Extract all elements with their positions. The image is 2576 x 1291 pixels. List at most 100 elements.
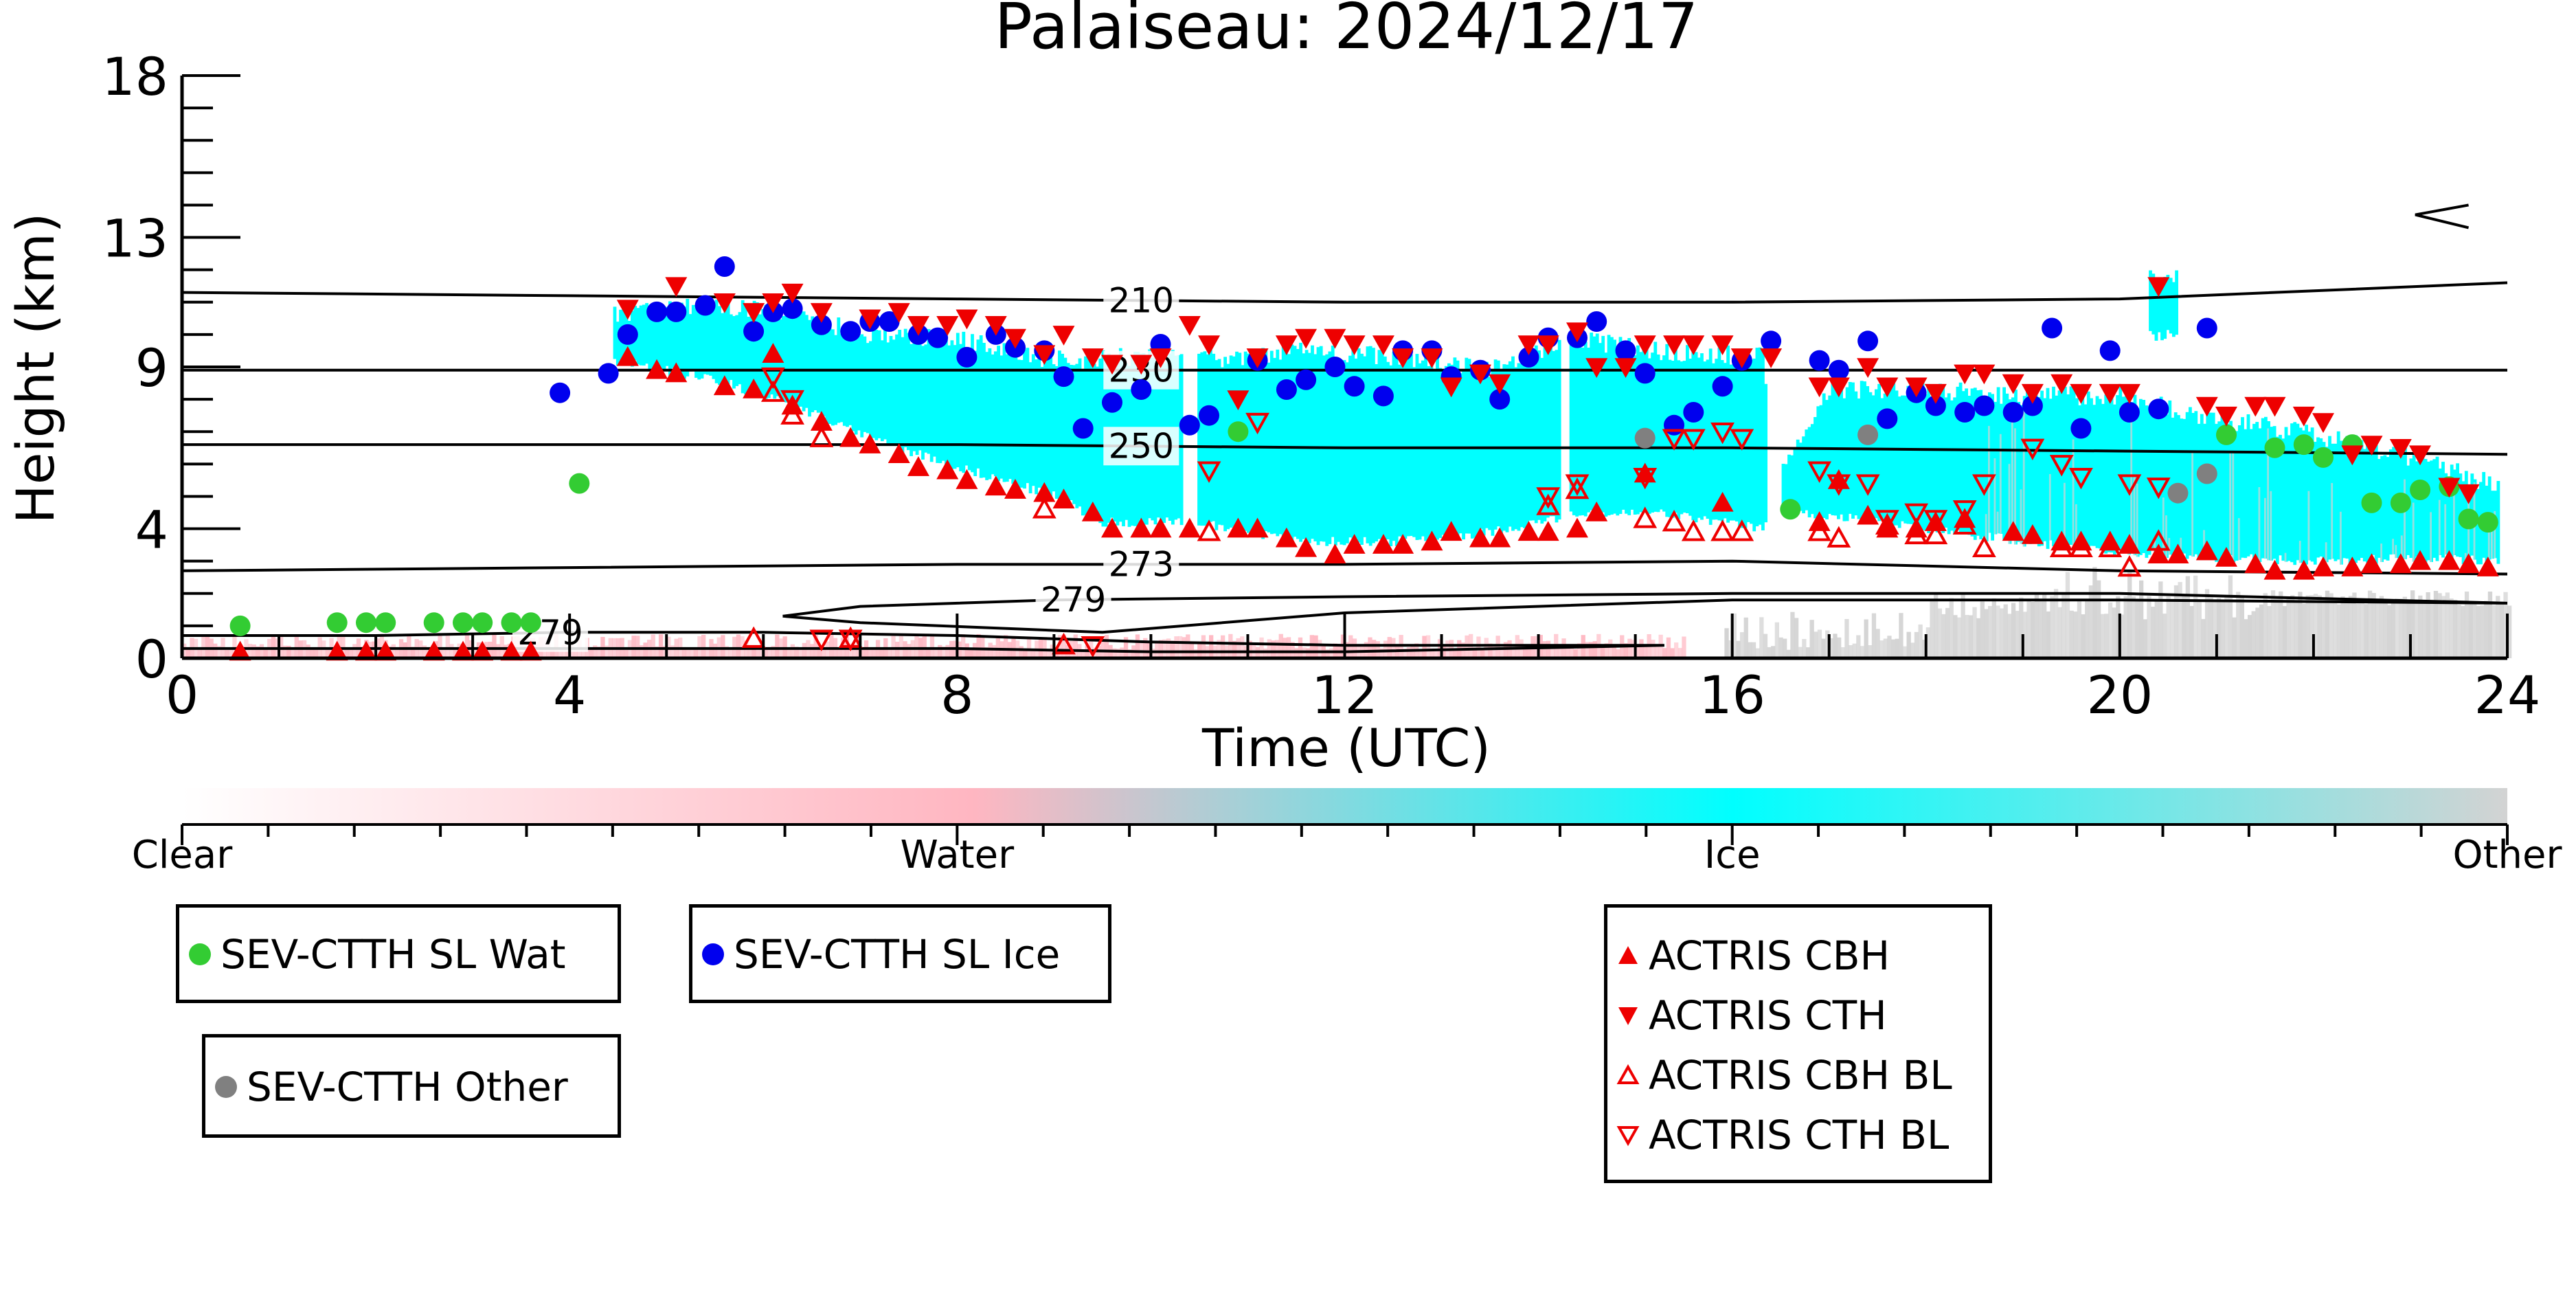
ice-column	[950, 340, 954, 469]
isotherm-label-bg	[1103, 427, 1179, 466]
water-column	[589, 648, 594, 658]
data-point	[1372, 534, 1394, 554]
ice-column	[1590, 333, 1594, 510]
data-point	[1710, 519, 1735, 541]
water-column	[693, 647, 698, 658]
data-point	[1517, 335, 1540, 356]
ice-column	[1927, 384, 1930, 533]
other-column	[1771, 646, 1776, 658]
ice-column	[1659, 360, 1663, 510]
other-column	[1914, 631, 1919, 658]
ice-column	[921, 346, 925, 460]
ice-column	[1982, 398, 1986, 537]
water-column	[1616, 649, 1620, 658]
ice-column	[2241, 417, 2244, 558]
other-column	[2042, 594, 2047, 658]
data-point	[1081, 502, 1104, 521]
other-column	[2053, 589, 2059, 658]
water-column	[1379, 648, 1384, 658]
data-point	[2409, 445, 2432, 466]
ice-column	[918, 344, 922, 451]
other-column	[2224, 595, 2229, 658]
data-point	[780, 403, 804, 425]
water-column	[643, 642, 648, 658]
water-column	[926, 648, 931, 658]
other-column	[2251, 611, 2256, 658]
ice-column	[2189, 407, 2192, 556]
ice-column	[831, 329, 835, 426]
ice-column	[872, 327, 875, 438]
water-column	[1174, 636, 1179, 658]
water-column	[1030, 649, 1035, 658]
water-column	[872, 647, 877, 658]
water-column	[1120, 647, 1125, 658]
data-point	[2049, 455, 2074, 477]
data-point	[1808, 377, 1831, 398]
other-column	[2305, 595, 2310, 658]
ice-column	[1179, 354, 1184, 526]
ice-column	[953, 345, 957, 469]
other-column	[2267, 606, 2272, 658]
ice-column	[1889, 381, 1893, 529]
ice-column	[1618, 337, 1623, 514]
mixed-column	[2380, 543, 2382, 562]
ice-column	[956, 333, 960, 468]
water-column	[972, 642, 978, 658]
data-point	[1585, 502, 1608, 521]
ice-column	[1915, 395, 1919, 524]
other-column	[2069, 610, 2074, 658]
ice-column	[2290, 423, 2294, 563]
water-column	[1592, 641, 1597, 658]
other-column	[2193, 575, 2198, 658]
data-point	[354, 640, 377, 661]
water-column	[410, 647, 416, 658]
ice-column	[723, 306, 727, 385]
water-column	[747, 645, 752, 658]
ice-column	[703, 300, 707, 374]
mixed-column	[2229, 451, 2231, 555]
mixed-column	[2165, 515, 2167, 559]
water-column	[934, 647, 938, 658]
ice-column	[988, 348, 992, 480]
ice-column	[1921, 381, 1925, 530]
ice-column	[1366, 346, 1370, 543]
isotherm-label-bg	[1103, 545, 1179, 584]
ice-column	[2185, 412, 2189, 559]
ice-column	[732, 316, 736, 389]
ice-column	[1482, 372, 1486, 536]
data-point	[1663, 335, 1686, 356]
water-column	[310, 649, 315, 658]
data-point	[1634, 335, 1656, 356]
other-column	[1794, 618, 1799, 658]
ice-column	[1575, 338, 1579, 517]
ice-column	[1255, 350, 1259, 537]
ice-column	[744, 304, 747, 394]
ice-column	[1592, 336, 1596, 515]
data-point	[1712, 376, 1733, 397]
water-column	[1209, 635, 1214, 658]
other-column	[1941, 614, 1946, 658]
data-point	[1228, 421, 1249, 442]
ice-column	[1002, 343, 1006, 482]
data-point	[374, 640, 397, 661]
water-column	[810, 644, 815, 658]
ice-column	[1700, 353, 1704, 520]
ice-column	[1901, 395, 1904, 521]
water-column	[596, 647, 601, 658]
ice-column	[636, 308, 640, 365]
other-column	[1736, 640, 1741, 658]
mixed-column	[2020, 489, 2022, 544]
ice-column	[2275, 436, 2279, 565]
data-point	[2196, 463, 2217, 484]
ice-column	[1008, 350, 1012, 480]
ice-column	[2421, 455, 2425, 563]
water-column	[1298, 637, 1303, 658]
mixed-column	[2404, 479, 2406, 559]
data-point	[550, 382, 571, 403]
ice-column	[2279, 434, 2282, 556]
ice-column	[1875, 389, 1878, 519]
water-column	[817, 645, 822, 658]
other-column	[1906, 631, 1911, 658]
ice-column	[1630, 350, 1634, 510]
data-point	[500, 640, 523, 661]
